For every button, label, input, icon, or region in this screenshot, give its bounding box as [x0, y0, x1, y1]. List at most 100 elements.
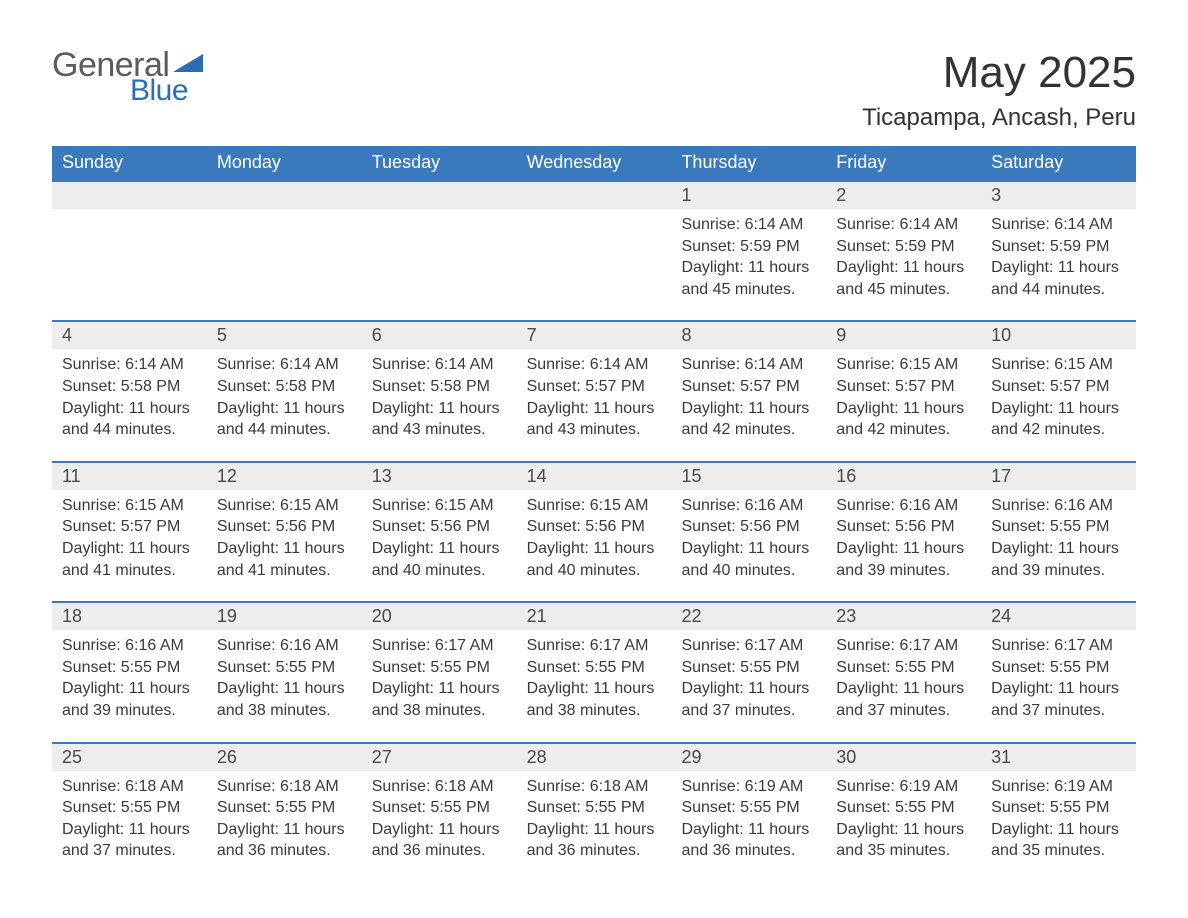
day-number: 22	[671, 603, 826, 630]
sunrise-text: Sunrise: 6:19 AM	[836, 776, 971, 798]
day-number: 3	[981, 182, 1136, 209]
day-body: Sunrise: 6:15 AMSunset: 5:57 PMDaylight:…	[991, 349, 1136, 440]
daylight-line2: and 37 minutes.	[991, 700, 1126, 722]
sunrise-text: Sunrise: 6:14 AM	[681, 354, 816, 376]
day-number: 13	[362, 463, 517, 490]
sunrise-text: Sunrise: 6:16 AM	[62, 635, 197, 657]
daylight-line1: Daylight: 11 hours	[991, 678, 1126, 700]
weekday-header: Friday	[826, 146, 981, 180]
weekday-header: Wednesday	[517, 146, 672, 180]
day-number: 19	[207, 603, 362, 630]
daylight-line2: and 37 minutes.	[681, 700, 816, 722]
daylight-line1: Daylight: 11 hours	[681, 819, 816, 841]
daylight-line2: and 36 minutes.	[372, 840, 507, 862]
daylight-line2: and 42 minutes.	[836, 419, 971, 441]
daylight-line2: and 43 minutes.	[372, 419, 507, 441]
sunrise-text: Sunrise: 6:18 AM	[217, 776, 352, 798]
daylight-line2: and 45 minutes.	[681, 279, 816, 301]
day-number: 9	[826, 322, 981, 349]
day-cell: 14Sunrise: 6:15 AMSunset: 5:56 PMDayligh…	[517, 463, 672, 601]
weekday-header: Thursday	[671, 146, 826, 180]
daylight-line2: and 39 minutes.	[62, 700, 197, 722]
day-body: Sunrise: 6:14 AMSunset: 5:59 PMDaylight:…	[681, 209, 826, 300]
sunrise-text: Sunrise: 6:17 AM	[836, 635, 971, 657]
sunrise-text: Sunrise: 6:14 AM	[527, 354, 662, 376]
day-cell: 13Sunrise: 6:15 AMSunset: 5:56 PMDayligh…	[362, 463, 517, 601]
day-number: 25	[52, 744, 207, 771]
daylight-line2: and 39 minutes.	[991, 560, 1126, 582]
daylight-line1: Daylight: 11 hours	[991, 819, 1126, 841]
page-subtitle: Ticapampa, Ancash, Peru	[862, 104, 1136, 132]
day-cell: 27Sunrise: 6:18 AMSunset: 5:55 PMDayligh…	[362, 744, 517, 882]
daylight-line2: and 40 minutes.	[372, 560, 507, 582]
daylight-line1: Daylight: 11 hours	[62, 819, 197, 841]
weekday-header: Tuesday	[362, 146, 517, 180]
day-cell: 19Sunrise: 6:16 AMSunset: 5:55 PMDayligh…	[207, 603, 362, 741]
day-cell: 28Sunrise: 6:18 AMSunset: 5:55 PMDayligh…	[517, 744, 672, 882]
sunset-text: Sunset: 5:59 PM	[681, 236, 816, 258]
day-number: 12	[207, 463, 362, 490]
day-number: 2	[826, 182, 981, 209]
day-body: Sunrise: 6:19 AMSunset: 5:55 PMDaylight:…	[991, 771, 1136, 862]
day-number	[52, 182, 207, 209]
sunset-text: Sunset: 5:56 PM	[836, 516, 971, 538]
sunrise-text: Sunrise: 6:16 AM	[836, 495, 971, 517]
day-body: Sunrise: 6:16 AMSunset: 5:55 PMDaylight:…	[62, 630, 207, 721]
day-body: Sunrise: 6:16 AMSunset: 5:56 PMDaylight:…	[681, 490, 826, 581]
daylight-line1: Daylight: 11 hours	[836, 538, 971, 560]
day-cell: 4Sunrise: 6:14 AMSunset: 5:58 PMDaylight…	[52, 322, 207, 460]
day-cell	[362, 182, 517, 320]
daylight-line1: Daylight: 11 hours	[836, 819, 971, 841]
day-body: Sunrise: 6:14 AMSunset: 5:58 PMDaylight:…	[372, 349, 517, 440]
sunset-text: Sunset: 5:58 PM	[217, 376, 352, 398]
sunset-text: Sunset: 5:59 PM	[991, 236, 1126, 258]
sunrise-text: Sunrise: 6:14 AM	[217, 354, 352, 376]
day-cell: 31Sunrise: 6:19 AMSunset: 5:55 PMDayligh…	[981, 744, 1136, 882]
daylight-line1: Daylight: 11 hours	[217, 678, 352, 700]
sunrise-text: Sunrise: 6:18 AM	[62, 776, 197, 798]
sunset-text: Sunset: 5:57 PM	[527, 376, 662, 398]
sunrise-text: Sunrise: 6:17 AM	[527, 635, 662, 657]
daylight-line2: and 37 minutes.	[62, 840, 197, 862]
sunrise-text: Sunrise: 6:15 AM	[217, 495, 352, 517]
day-number: 18	[52, 603, 207, 630]
day-body: Sunrise: 6:16 AMSunset: 5:55 PMDaylight:…	[217, 630, 362, 721]
day-number: 7	[517, 322, 672, 349]
daylight-line2: and 40 minutes.	[527, 560, 662, 582]
sunrise-text: Sunrise: 6:15 AM	[372, 495, 507, 517]
sunset-text: Sunset: 5:55 PM	[991, 797, 1126, 819]
day-number: 8	[671, 322, 826, 349]
day-number: 6	[362, 322, 517, 349]
sunset-text: Sunset: 5:55 PM	[991, 657, 1126, 679]
day-number: 1	[671, 182, 826, 209]
day-body: Sunrise: 6:15 AMSunset: 5:57 PMDaylight:…	[62, 490, 207, 581]
day-body: Sunrise: 6:18 AMSunset: 5:55 PMDaylight:…	[527, 771, 672, 862]
daylight-line1: Daylight: 11 hours	[991, 538, 1126, 560]
daylight-line1: Daylight: 11 hours	[527, 819, 662, 841]
sunset-text: Sunset: 5:56 PM	[681, 516, 816, 538]
daylight-line2: and 44 minutes.	[217, 419, 352, 441]
sunset-text: Sunset: 5:55 PM	[836, 797, 971, 819]
day-body: Sunrise: 6:15 AMSunset: 5:56 PMDaylight:…	[217, 490, 362, 581]
daylight-line1: Daylight: 11 hours	[527, 538, 662, 560]
sunset-text: Sunset: 5:55 PM	[372, 797, 507, 819]
sunset-text: Sunset: 5:55 PM	[681, 797, 816, 819]
day-body: Sunrise: 6:15 AMSunset: 5:57 PMDaylight:…	[836, 349, 981, 440]
sunrise-text: Sunrise: 6:19 AM	[991, 776, 1126, 798]
day-number: 30	[826, 744, 981, 771]
sunrise-text: Sunrise: 6:15 AM	[836, 354, 971, 376]
day-cell: 20Sunrise: 6:17 AMSunset: 5:55 PMDayligh…	[362, 603, 517, 741]
day-cell: 8Sunrise: 6:14 AMSunset: 5:57 PMDaylight…	[671, 322, 826, 460]
day-body: Sunrise: 6:14 AMSunset: 5:59 PMDaylight:…	[991, 209, 1136, 300]
sunset-text: Sunset: 5:57 PM	[681, 376, 816, 398]
day-cell: 18Sunrise: 6:16 AMSunset: 5:55 PMDayligh…	[52, 603, 207, 741]
sunset-text: Sunset: 5:56 PM	[372, 516, 507, 538]
sunrise-text: Sunrise: 6:17 AM	[372, 635, 507, 657]
week-row: 25Sunrise: 6:18 AMSunset: 5:55 PMDayligh…	[52, 742, 1136, 882]
daylight-line1: Daylight: 11 hours	[62, 398, 197, 420]
sunset-text: Sunset: 5:55 PM	[217, 797, 352, 819]
daylight-line2: and 36 minutes.	[217, 840, 352, 862]
sunset-text: Sunset: 5:55 PM	[991, 516, 1126, 538]
daylight-line2: and 40 minutes.	[681, 560, 816, 582]
day-cell	[517, 182, 672, 320]
